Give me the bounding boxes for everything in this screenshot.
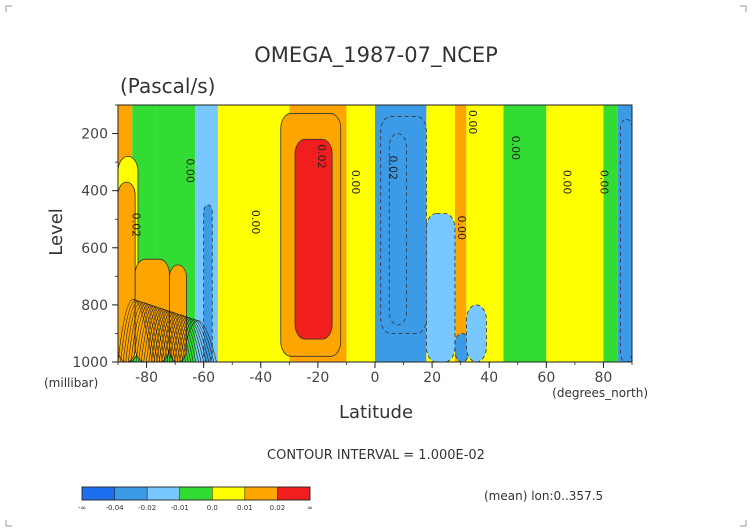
y-axis-label: Level	[46, 208, 67, 256]
y-tick-label: 400	[81, 184, 108, 200]
contour-label: 0.00	[509, 136, 522, 161]
field-patch	[465, 304, 487, 363]
contour-line	[169, 316, 204, 363]
chart-title: OMEGA_1987-07_NCEP	[254, 43, 498, 68]
contour-interval-text: CONTOUR INTERVAL = 1.000E-02	[267, 448, 485, 463]
field-patch	[425, 213, 456, 363]
field-band	[569, 105, 604, 362]
x-axis-label: Latitude	[339, 402, 413, 423]
x-tick-label: -80	[135, 370, 158, 386]
x-tick-label: 60	[537, 370, 555, 386]
colorbar-swatch	[146, 486, 180, 501]
contour-line	[181, 320, 217, 363]
field-patch	[388, 133, 407, 326]
contour-label: 0.00	[184, 158, 197, 183]
colorbar-swatch	[81, 486, 115, 501]
y-tick-label: 1000	[72, 355, 108, 371]
x-tick-label: 80	[595, 370, 613, 386]
field-band	[603, 105, 618, 362]
y-tick-label: 600	[81, 241, 108, 257]
colorbar-swatch	[244, 486, 278, 501]
colorbar-label: 0.01	[237, 504, 253, 512]
colorbar-label: 0.02	[270, 504, 286, 512]
colorbar-label: -0.01	[171, 504, 189, 512]
x-tick-label: -60	[192, 370, 215, 386]
y-unit-label: (millibar)	[44, 376, 98, 390]
x-tick-label: -20	[306, 370, 329, 386]
contour-label: 0.00	[560, 170, 573, 195]
x-tick-label: 40	[480, 370, 498, 386]
colorbar-swatch	[212, 486, 246, 501]
field-band	[217, 105, 290, 362]
x-tick-label: 0	[371, 370, 380, 386]
x-axis: -80 -60 -40 -20 0 20 40 60 80	[117, 362, 633, 386]
field-band	[546, 105, 570, 362]
contour-line	[158, 312, 194, 363]
y-tick-label: 200	[81, 127, 108, 143]
corner-mark-top-left	[5, 5, 12, 12]
patch-layer	[117, 113, 633, 363]
field-patch	[203, 204, 213, 363]
contour-label: 0.00	[455, 216, 468, 241]
contour-line	[161, 313, 197, 363]
y-axis: 200 400 600 800 1000	[72, 104, 118, 371]
dense-contour-lines	[117, 298, 217, 363]
contour-label: 0.02	[315, 144, 328, 169]
field-patch	[294, 138, 333, 340]
colorbar-frame	[81, 486, 311, 501]
y-tick-label: 800	[81, 298, 108, 314]
colorbar-swatch	[114, 486, 148, 501]
contour-label: 0.00	[349, 170, 362, 195]
corner-mark-bottom-left	[5, 520, 12, 527]
x-unit-label: (degrees_north)	[552, 386, 648, 400]
contour-label: 0.02	[129, 213, 142, 238]
x-tick-label: 20	[423, 370, 441, 386]
field-patch	[620, 118, 633, 363]
contour-line	[171, 316, 207, 363]
contour-label: 0.00	[466, 110, 479, 135]
colorbar-label: ∞	[307, 504, 313, 512]
contour-label: 0.00	[249, 210, 262, 235]
corner-mark-top-right	[740, 5, 747, 12]
contour-label-layer: 0.00 0.00 0.02 0.00 0.02 0.00 0.00 0.00 0.00 0.00…	[129, 110, 610, 240]
colorbar-swatch	[277, 486, 311, 501]
contour-label: 0.00	[598, 170, 611, 195]
contour-line	[179, 319, 215, 363]
contour-line	[166, 315, 202, 363]
contour-line	[176, 318, 212, 363]
footnote: (mean) lon:0..357.5	[484, 489, 603, 503]
field-band	[454, 105, 467, 362]
colorbar: -∞ -0.04 -0.02 -0.01 0.0 0.01 0.02 ∞	[78, 486, 313, 512]
contour-line	[174, 317, 210, 363]
corner-mark-bottom-right	[740, 520, 747, 527]
units-label: (Pascal/s)	[120, 74, 215, 98]
colorbar-label: 0.0	[207, 504, 218, 512]
colorbar-label: -0.02	[138, 504, 156, 512]
field-band	[346, 105, 375, 362]
contour-label: 0.02	[386, 156, 399, 181]
colorbar-label: -∞	[78, 504, 86, 512]
field-band	[503, 105, 547, 362]
colorbar-label: -0.04	[106, 504, 125, 512]
colorbar-swatch	[179, 486, 213, 501]
contour-line	[163, 314, 199, 363]
x-tick-label: -40	[249, 370, 272, 386]
field-layer	[118, 105, 632, 362]
